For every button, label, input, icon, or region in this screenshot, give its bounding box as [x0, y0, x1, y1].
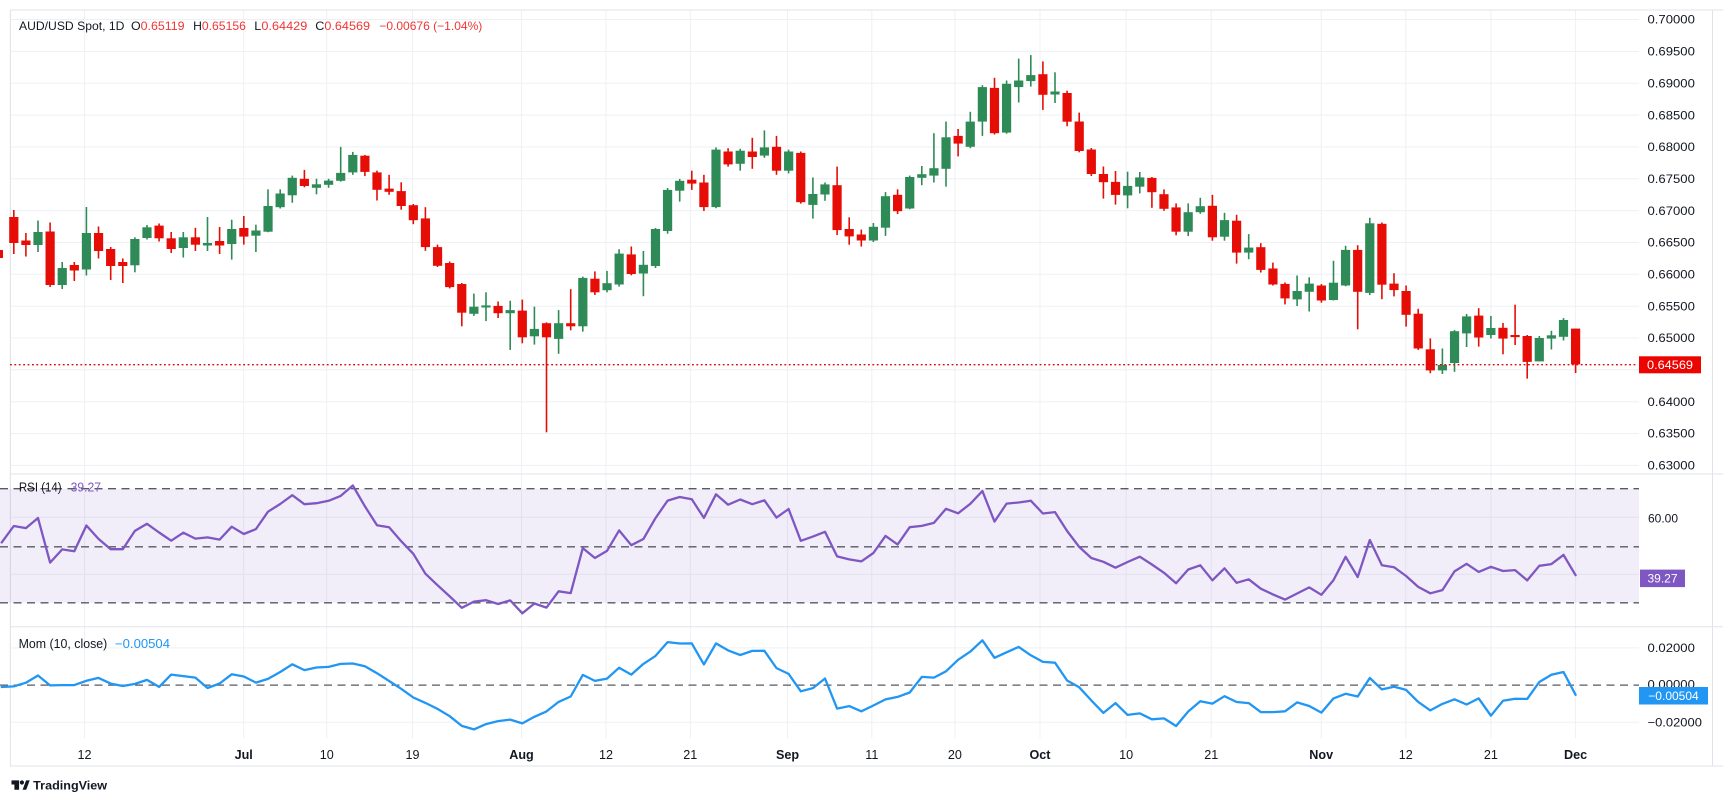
svg-text:L0.64429: L0.64429 [254, 19, 307, 33]
svg-text:C0.64569: C0.64569 [315, 19, 370, 33]
svg-text:Sep: Sep [776, 748, 799, 762]
svg-text:39.27: 39.27 [71, 481, 101, 495]
svg-text:0.67000: 0.67000 [1648, 204, 1696, 218]
svg-text:−0.00504: −0.00504 [1648, 689, 1699, 703]
svg-text:21: 21 [1204, 748, 1218, 762]
svg-text:−0.00676 (−1.04%): −0.00676 (−1.04%) [379, 19, 482, 33]
svg-text:Nov: Nov [1309, 748, 1333, 762]
svg-text:21: 21 [1484, 748, 1498, 762]
svg-text:0.67500: 0.67500 [1648, 172, 1696, 186]
svg-text:12: 12 [77, 748, 91, 762]
svg-text:20: 20 [948, 748, 962, 762]
svg-text:−0.00504: −0.00504 [115, 637, 170, 651]
svg-text:10: 10 [1119, 748, 1133, 762]
svg-text:12: 12 [1399, 748, 1413, 762]
svg-text:0.66000: 0.66000 [1648, 268, 1696, 282]
svg-text:0.63000: 0.63000 [1648, 459, 1696, 473]
svg-text:0.63500: 0.63500 [1648, 427, 1696, 441]
svg-text:21: 21 [683, 748, 697, 762]
svg-text:0.69500: 0.69500 [1648, 45, 1696, 59]
svg-text:Jul: Jul [235, 748, 253, 762]
svg-text:10: 10 [320, 748, 334, 762]
svg-text:Dec: Dec [1564, 748, 1587, 762]
svg-text:0.69000: 0.69000 [1648, 76, 1696, 90]
svg-text:0.64569: 0.64569 [1647, 358, 1693, 372]
svg-text:60.00: 60.00 [1648, 512, 1678, 526]
svg-text:RSI (14): RSI (14) [19, 481, 62, 495]
svg-text:0.68000: 0.68000 [1648, 140, 1696, 154]
svg-text:0.65500: 0.65500 [1648, 299, 1696, 313]
svg-text:19: 19 [405, 748, 419, 762]
svg-text:−0.02000: −0.02000 [1648, 716, 1703, 730]
svg-text:0.65000: 0.65000 [1648, 331, 1696, 345]
svg-text:11: 11 [865, 748, 878, 762]
svg-text:39.27: 39.27 [1647, 572, 1677, 586]
svg-text:TradingView: TradingView [33, 779, 107, 793]
svg-text:H0.65156: H0.65156 [193, 19, 246, 33]
svg-text:Oct: Oct [1030, 748, 1052, 762]
svg-text:AUD/USD Spot, 1D: AUD/USD Spot, 1D [19, 19, 125, 33]
svg-text:0.70000: 0.70000 [1648, 13, 1696, 27]
svg-text:0.68500: 0.68500 [1648, 108, 1696, 122]
svg-text:0.64000: 0.64000 [1648, 395, 1696, 409]
svg-text:Aug: Aug [509, 748, 533, 762]
svg-text:12: 12 [599, 748, 613, 762]
svg-text:O0.65119: O0.65119 [131, 19, 185, 33]
svg-text:0.02000: 0.02000 [1648, 641, 1696, 655]
svg-text:0.66500: 0.66500 [1648, 236, 1696, 250]
svg-text:Mom (10, close): Mom (10, close) [19, 637, 108, 651]
